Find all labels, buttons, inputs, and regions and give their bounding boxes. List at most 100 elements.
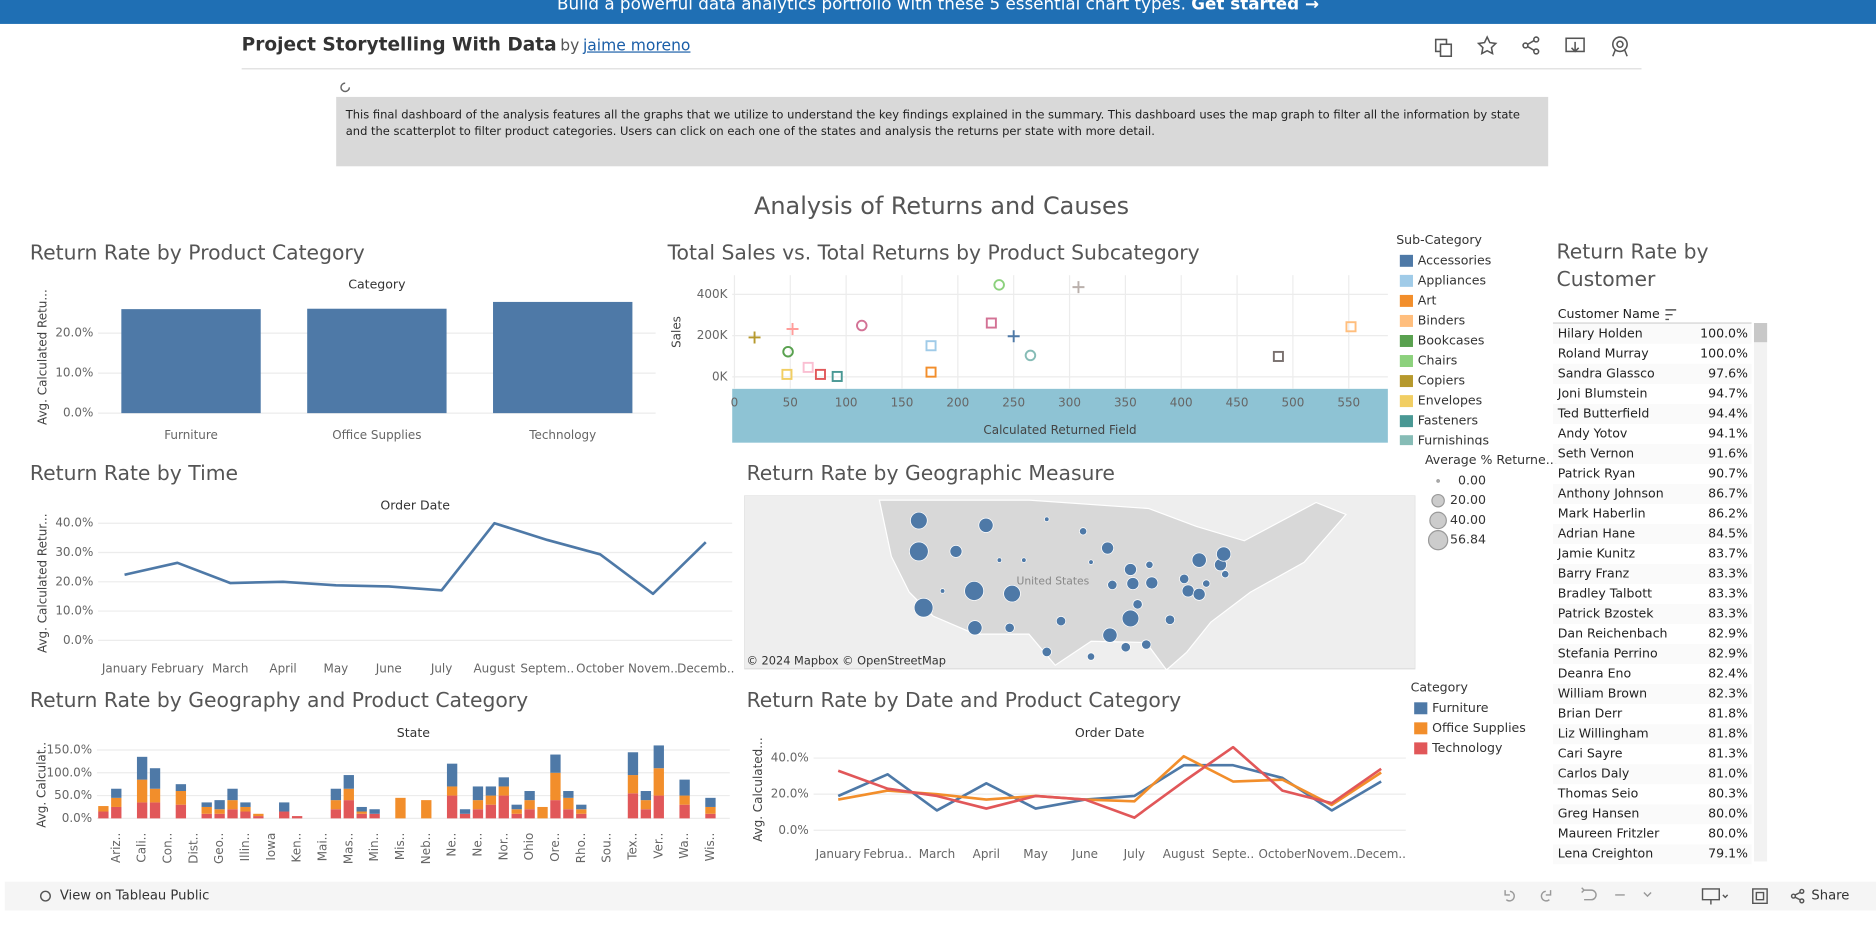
- x-tick-label: Ore..: [548, 833, 562, 862]
- bar-segment: [279, 802, 290, 812]
- bar-segment: [627, 752, 639, 776]
- size-legend-mark: [1431, 493, 1445, 508]
- favorite-icon[interactable]: [1476, 35, 1498, 56]
- row-background: [1552, 323, 1752, 344]
- download-icon[interactable]: [1565, 37, 1585, 53]
- refresh-data-icon[interactable]: [1615, 892, 1652, 898]
- y-tick-label: 50.0%: [54, 788, 92, 802]
- x-tick-label: Office Supplies: [332, 428, 421, 442]
- map-bubble: [1216, 546, 1232, 562]
- author-link[interactable]: jaime moreno: [582, 37, 691, 56]
- y-tick-label: 0.0%: [778, 823, 808, 837]
- bar-segment: [550, 754, 561, 773]
- return-rate: 81.0%: [1708, 766, 1748, 781]
- bar-segment: [136, 802, 148, 819]
- bar-segment: [201, 802, 212, 807]
- return-rate: 82.9%: [1708, 626, 1748, 641]
- scatter-point: [1345, 321, 1357, 333]
- bar-segment: [524, 809, 535, 819]
- share-footer-icon[interactable]: [1790, 888, 1805, 904]
- badge-icon[interactable]: [1612, 36, 1628, 57]
- return-rate: 81.3%: [1708, 746, 1748, 761]
- refresh-icon[interactable]: [340, 82, 351, 93]
- x-tick-label: 50: [783, 396, 798, 410]
- x-tick-label: Ne..: [445, 833, 459, 857]
- map-bubble: [910, 511, 928, 530]
- bar-segment: [330, 788, 342, 801]
- tableau-icon[interactable]: [39, 890, 51, 902]
- size-legend-mark: [1429, 511, 1447, 530]
- scatter-point: [1007, 330, 1020, 343]
- x-tick-label: 0: [731, 396, 739, 410]
- footer-bar: [4, 881, 1876, 911]
- fullscreen-icon[interactable]: [1752, 888, 1768, 905]
- scatter-point: [925, 366, 937, 378]
- return-rate: 83.3%: [1708, 606, 1748, 621]
- x-tick-label: 500: [1282, 396, 1305, 410]
- scatter-point: [1272, 350, 1284, 362]
- bar: [121, 309, 261, 414]
- redo-icon[interactable]: [1540, 890, 1552, 902]
- customer-name: Seth Vernon: [1558, 445, 1634, 460]
- legend-swatch: [1399, 415, 1413, 428]
- scroll-thumb: [1753, 323, 1768, 343]
- share-button[interactable]: Share: [1811, 887, 1850, 904]
- row-background: [1552, 724, 1752, 745]
- y-tick-label: 20.0%: [771, 787, 809, 801]
- bar-segment: [472, 809, 484, 819]
- banner-link[interactable]: Get started →: [1191, 0, 1320, 15]
- size-legend-title: Average % Returne...: [1425, 452, 1558, 467]
- customer-name: William Brown: [1558, 686, 1647, 701]
- bar-segment: [279, 811, 290, 819]
- x-tick-label: 300: [1058, 396, 1081, 410]
- bar: [493, 301, 633, 414]
- x-tick-label: Illin..: [238, 833, 252, 862]
- legend-swatch: [1399, 435, 1413, 446]
- bar-segment: [356, 811, 367, 814]
- row-background: [1552, 644, 1752, 665]
- map-bubble: [1101, 541, 1114, 555]
- revert-icon[interactable]: [1581, 887, 1597, 901]
- legend-swatch: [1399, 294, 1413, 307]
- bar-segment: [240, 806, 251, 812]
- share-icon[interactable]: [1522, 36, 1540, 55]
- bar-segment: [227, 809, 238, 819]
- map-bubble: [1164, 614, 1176, 625]
- bar-segment: [653, 768, 664, 796]
- row-background: [1552, 664, 1752, 685]
- legend-label: Envelopes: [1418, 393, 1482, 408]
- x-tick-label: 550: [1337, 396, 1360, 410]
- bar-segment: [563, 809, 574, 819]
- row-background: [1552, 844, 1752, 865]
- download-menu-icon[interactable]: [1701, 888, 1729, 905]
- bar-segment: [446, 795, 458, 819]
- y-tick-label: 20.0%: [55, 574, 93, 588]
- viz-header: Project Storytelling With Data by jaime mo…: [242, 34, 691, 56]
- customer-name: Joni Blumstein: [1557, 385, 1648, 400]
- undo-icon[interactable]: [1504, 890, 1515, 902]
- bar-segment: [369, 813, 380, 819]
- row-background: [1552, 544, 1752, 565]
- x-tick-label: Septe..: [1212, 847, 1254, 861]
- map-bubble: [949, 545, 963, 558]
- x-tick-label: 350: [1114, 396, 1137, 410]
- return-rate: 100.0%: [1700, 325, 1748, 340]
- column-header: Customer Name: [1558, 306, 1660, 321]
- bar-segment: [511, 813, 522, 819]
- y-axis-label: Avg. Calculated...: [751, 737, 765, 842]
- copy-icon[interactable]: [1434, 38, 1453, 58]
- customer-name: Carlos Daly: [1558, 766, 1630, 781]
- promo-banner[interactable]: Build a powerful data analytics portfoli…: [0, 0, 1876, 24]
- bar-segment: [343, 775, 354, 789]
- map-bubble: [1192, 587, 1206, 601]
- customer-name: Mark Haberlin: [1558, 505, 1646, 520]
- customer-name: Anthony Johnson: [1558, 485, 1664, 500]
- bar-segment: [175, 784, 187, 792]
- bar-segment: [291, 816, 303, 819]
- x-tick-label: Rho..: [574, 833, 588, 864]
- bar-segment: [472, 786, 484, 801]
- x-header: Category: [348, 276, 406, 291]
- x-tick-label: April: [269, 661, 296, 675]
- view-on-tableau[interactable]: View on Tableau Public: [59, 887, 210, 904]
